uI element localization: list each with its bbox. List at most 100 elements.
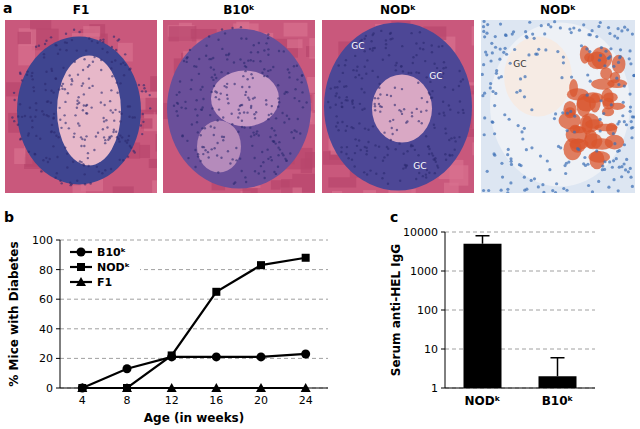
nucleus	[626, 28, 629, 31]
nucleus	[72, 160, 74, 162]
nucleus	[198, 73, 200, 75]
nucleus	[584, 164, 587, 167]
nucleus	[627, 170, 630, 173]
nucleus	[625, 158, 628, 161]
nucleus	[102, 38, 104, 40]
region-label: GC	[429, 71, 442, 81]
nucleus	[603, 64, 606, 67]
nucleus	[261, 72, 263, 74]
nucleus	[265, 99, 267, 101]
nucleus	[267, 53, 269, 55]
nucleus	[630, 136, 633, 139]
nucleus	[428, 172, 430, 174]
marker	[301, 383, 311, 392]
nucleus	[278, 50, 280, 52]
nucleus	[80, 136, 82, 138]
nucleus	[250, 73, 252, 75]
nucleus	[598, 59, 601, 62]
nucleus	[422, 48, 424, 50]
nucleus	[277, 105, 279, 107]
grid-line	[60, 240, 328, 241]
nucleus	[363, 171, 365, 173]
nucleus	[74, 61, 76, 63]
nucleus	[90, 106, 92, 108]
nucleus	[630, 120, 633, 123]
nucleus	[229, 162, 231, 164]
nucleus	[418, 172, 420, 174]
nucleus	[288, 76, 290, 78]
nucleus	[482, 25, 485, 28]
nucleus	[415, 178, 417, 180]
nucleus	[438, 113, 440, 115]
nucleus	[271, 105, 273, 107]
nucleus	[41, 110, 43, 112]
nucleus	[50, 90, 52, 92]
nucleus	[213, 147, 215, 149]
nucleus	[412, 62, 414, 64]
nucleus	[87, 157, 89, 159]
nucleus	[127, 105, 129, 107]
nucleus	[196, 121, 198, 123]
nucleus	[45, 157, 47, 159]
nucleus	[602, 112, 605, 115]
nucleus	[83, 145, 85, 147]
nucleus	[246, 78, 248, 80]
category-label: B10ᵏ	[542, 394, 574, 408]
marker	[301, 349, 310, 358]
panel-label: b	[4, 209, 14, 225]
grid-line	[445, 232, 595, 233]
nucleus	[112, 131, 114, 133]
nucleus	[124, 64, 126, 66]
nucleus	[52, 91, 54, 93]
nucleus	[35, 102, 37, 104]
nucleus	[540, 24, 543, 27]
nucleus	[73, 132, 75, 134]
nucleus	[554, 191, 557, 193]
nucleus	[85, 112, 87, 114]
nucleus	[595, 35, 598, 38]
nucleus	[523, 127, 526, 130]
nucleus	[609, 47, 612, 50]
nucleus	[533, 177, 536, 180]
nucleus	[620, 175, 623, 178]
lymphoid-infiltrate	[324, 23, 472, 191]
marker	[167, 383, 177, 392]
nucleus	[257, 51, 259, 53]
grid-line	[60, 328, 328, 329]
nucleus	[551, 189, 554, 192]
nucleus	[555, 182, 558, 185]
nucleus	[612, 132, 615, 135]
nucleus	[77, 73, 79, 75]
nucleus	[437, 166, 439, 168]
nucleus	[617, 83, 620, 86]
nucleus	[390, 139, 392, 141]
nucleus	[417, 154, 419, 156]
nucleus	[530, 146, 533, 149]
nucleus	[428, 153, 430, 155]
nucleus	[100, 91, 102, 93]
nucleus	[509, 62, 512, 65]
nucleus	[212, 57, 214, 59]
nucleus	[186, 57, 188, 59]
nucleus	[629, 62, 632, 65]
nucleus	[366, 59, 368, 61]
nucleus	[83, 104, 85, 106]
nucleus	[255, 133, 257, 135]
nucleus	[198, 58, 200, 60]
nucleus	[293, 137, 295, 139]
islet-center	[372, 75, 432, 143]
nucleus	[71, 80, 73, 82]
nucleus	[189, 49, 191, 51]
nucleus	[622, 162, 625, 165]
nucleus	[215, 77, 217, 79]
nucleus	[491, 120, 494, 123]
nucleus	[110, 109, 112, 111]
nucleus	[134, 116, 136, 118]
nucleus	[26, 70, 28, 72]
nucleus	[603, 168, 606, 171]
nucleus	[609, 55, 612, 58]
nucleus	[128, 135, 130, 137]
nucleus	[212, 79, 214, 81]
nucleus	[122, 159, 124, 161]
nucleus	[123, 74, 125, 76]
